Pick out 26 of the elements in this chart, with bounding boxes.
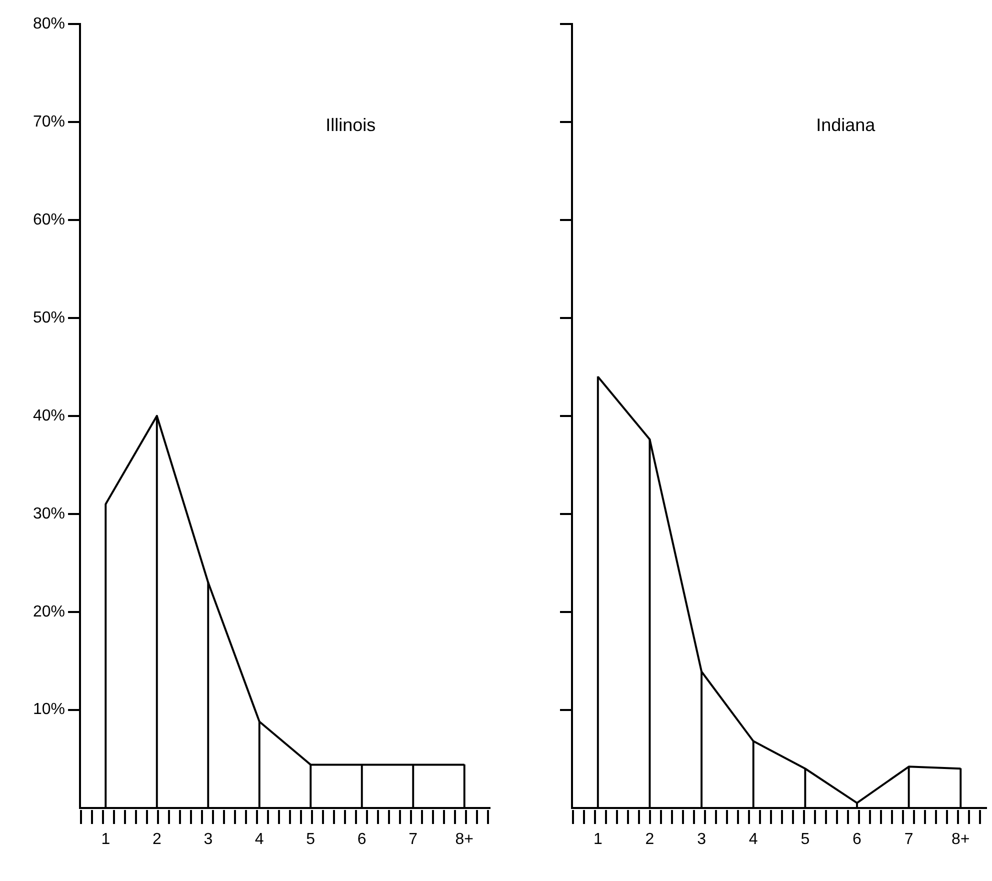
x-tick-label: 2 bbox=[152, 830, 162, 848]
y-tick-label: 30% bbox=[32, 505, 66, 522]
x-tick-label: 5 bbox=[800, 830, 810, 848]
x-tick-label: 6 bbox=[357, 830, 366, 848]
y-tick-label: 60% bbox=[32, 211, 66, 228]
x-tick-label: 7 bbox=[904, 830, 914, 848]
text: Illinois bbox=[326, 114, 376, 135]
x-tick-label: 1 bbox=[593, 830, 602, 848]
y-tick-label: 10% bbox=[32, 701, 66, 718]
x-tick-label: 7 bbox=[408, 830, 418, 848]
x-tick-label: 5 bbox=[306, 830, 316, 848]
x-tick-label: 3 bbox=[697, 830, 706, 848]
x-tick-label: 1 bbox=[101, 830, 110, 848]
y-tick-label: 40% bbox=[32, 407, 66, 424]
x-tick-label: 2 bbox=[645, 830, 654, 848]
y-tick-label: 70% bbox=[32, 113, 66, 130]
y-tick-label: 20% bbox=[32, 603, 66, 620]
y-tick-label: 50% bbox=[32, 309, 66, 326]
x-tick-label: 4 bbox=[254, 830, 264, 848]
text: Indiana bbox=[816, 114, 876, 135]
x-tick-label: 8+ bbox=[952, 830, 970, 848]
x-tick-label: 4 bbox=[748, 830, 758, 848]
x-tick-label: 8+ bbox=[455, 830, 474, 848]
x-tick-label: 6 bbox=[852, 830, 862, 848]
y-tick-label: 80% bbox=[32, 15, 66, 32]
x-tick-label: 3 bbox=[204, 830, 213, 848]
